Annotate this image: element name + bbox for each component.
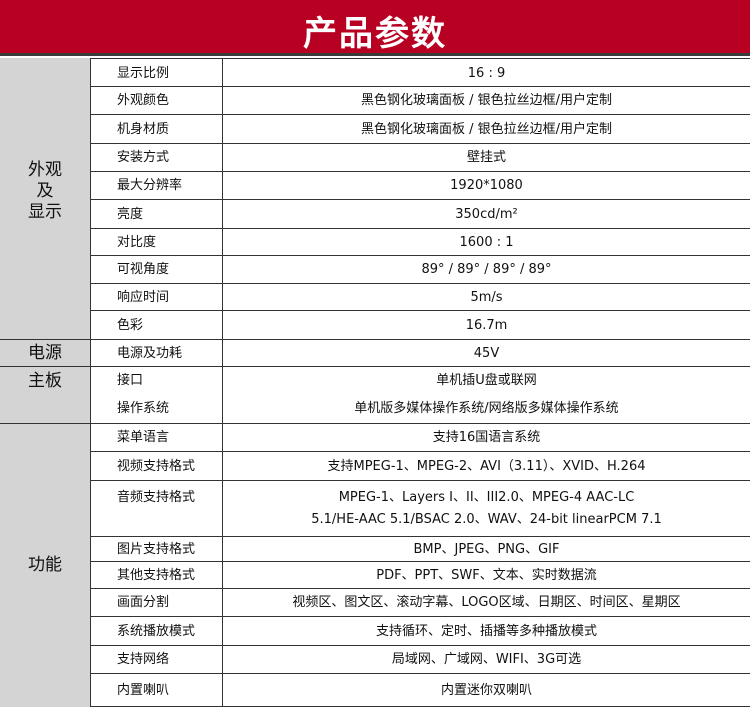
spec-row: 亮度 350cd/m² — [90, 200, 750, 229]
spec-value: 内置迷你双喇叭 — [440, 683, 532, 698]
category-cell: 主板 — [0, 367, 90, 424]
spec-row: 图片支持格式 BMP、JPEG、PNG、GIF — [90, 537, 750, 562]
column-divider — [222, 229, 223, 256]
column-divider — [222, 311, 223, 340]
category-label: 功能 — [28, 555, 62, 575]
spec-row: 显示比例 16 : 9 — [90, 58, 750, 87]
spec-value: BMP、JPEG、PNG、GIF — [413, 542, 560, 557]
spec-label: 对比度 — [117, 235, 157, 250]
category-cell: 外观 及 显示 — [0, 58, 90, 340]
spec-label: 支持网络 — [117, 652, 170, 667]
spec-row: 机身材质 黑色钢化玻璃面板 / 银色拉丝边框/用户定制 — [90, 115, 750, 144]
spec-label: 亮度 — [117, 207, 144, 222]
spec-row: 对比度 1600 : 1 — [90, 229, 750, 256]
spec-row: 系统播放模式 支持循环、定时、插播等多种播放模式 — [90, 617, 750, 646]
spec-label: 内置喇叭 — [117, 683, 170, 698]
column-divider — [222, 172, 223, 200]
column-divider — [222, 481, 223, 537]
spec-value: 1600 : 1 — [459, 235, 514, 250]
spec-row: 外观颜色 黑色钢化玻璃面板 / 银色拉丝边框/用户定制 — [90, 87, 750, 115]
category-label: 电源 — [28, 343, 62, 363]
spec-row: 菜单语言 支持16国语言系统 — [90, 424, 750, 452]
spec-label: 机身材质 — [117, 122, 170, 137]
spec-label: 图片支持格式 — [117, 542, 196, 557]
spec-value: PDF、PPT、SWF、文本、实时数据流 — [376, 568, 597, 583]
spec-value: 局域网、广域网、WIFI、3G可选 — [391, 652, 582, 667]
spec-label: 最大分辨率 — [117, 178, 183, 193]
column-divider — [222, 340, 223, 367]
spec-label: 视频支持格式 — [117, 459, 196, 474]
category-cell: 电源 — [0, 340, 90, 367]
spec-label: 外观颜色 — [117, 93, 170, 108]
spec-value: 89° / 89° / 89° / 89° — [421, 262, 552, 277]
spec-row: 支持网络 局域网、广域网、WIFI、3G可选 — [90, 646, 750, 674]
spec-label: 电源及功耗 — [117, 346, 183, 361]
spec-value: 视频区、图文区、滚动字幕、LOGO区域、日期区、时间区、星期区 — [292, 595, 681, 610]
spec-value: 单机版多媒体操作系统/网络版多媒体操作系统 — [354, 401, 619, 416]
page-title: 产品参数 — [303, 14, 447, 54]
column-divider — [222, 144, 223, 172]
column-divider — [222, 367, 223, 424]
spec-value: 支持16国语言系统 — [432, 430, 541, 445]
category-label: 外观 及 显示 — [28, 159, 62, 222]
spec-value: 支持循环、定时、插播等多种播放模式 — [375, 624, 597, 639]
column-divider — [222, 284, 223, 311]
spec-label: 接口 — [117, 373, 144, 388]
column-divider — [222, 589, 223, 617]
spec-value: 45V — [473, 346, 500, 361]
spec-row: 色彩 16.7m — [90, 311, 750, 340]
column-divider — [222, 115, 223, 144]
column-divider — [222, 256, 223, 284]
column-divider — [222, 452, 223, 481]
header-banner: 产品参数 — [0, 0, 750, 56]
spec-label: 其他支持格式 — [117, 568, 196, 583]
column-divider — [222, 674, 223, 707]
spec-value: 壁挂式 — [466, 150, 506, 165]
spec-value: 单机插U盘或联网 — [436, 373, 537, 388]
spec-row: 最大分辨率 1920*1080 — [90, 172, 750, 200]
category-label: 主板 — [28, 371, 62, 391]
spec-row: 内置喇叭 内置迷你双喇叭 — [90, 674, 750, 707]
column-divider — [222, 87, 223, 115]
spec-value: 5m/s — [470, 290, 503, 305]
spec-row: 响应时间 5m/s — [90, 284, 750, 311]
spec-value: MPEG-1、Layers I、II、III2.0、MPEG-4 AAC-LC — [338, 490, 635, 505]
spec-value: 5.1/HE-AAC 5.1/BSAC 2.0、WAV、24-bit linea… — [311, 512, 662, 527]
spec-value: 支持MPEG-1、MPEG-2、AVI（3.11）、XVID、H.264 — [327, 459, 646, 474]
spec-label: 显示比例 — [117, 66, 170, 81]
column-divider — [222, 200, 223, 229]
column-divider — [222, 59, 223, 87]
spec-value: 黑色钢化玻璃面板 / 银色拉丝边框/用户定制 — [360, 122, 613, 137]
spec-value: 黑色钢化玻璃面板 / 银色拉丝边框/用户定制 — [360, 93, 613, 108]
column-divider — [222, 617, 223, 646]
spec-label: 色彩 — [117, 318, 144, 333]
spec-row: 电源及功耗 45V — [90, 340, 750, 367]
spec-row: 视频支持格式 支持MPEG-1、MPEG-2、AVI（3.11）、XVID、H.2… — [90, 452, 750, 481]
spec-value: 16.7m — [465, 318, 508, 333]
spec-row: 可视角度 89° / 89° / 89° / 89° — [90, 256, 750, 284]
spec-row: 音频支持格式 MPEG-1、Layers I、II、III2.0、MPEG-4 A… — [90, 481, 750, 537]
spec-label: 安装方式 — [117, 150, 170, 165]
category-cell: 功能 — [0, 424, 90, 707]
spec-value: 16 : 9 — [467, 66, 506, 81]
spec-label: 画面分割 — [117, 595, 170, 610]
spec-label: 菜单语言 — [117, 430, 170, 445]
spec-row: 其他支持格式 PDF、PPT、SWF、文本、实时数据流 — [90, 562, 750, 589]
spec-label: 操作系统 — [117, 401, 170, 416]
spec-row: 画面分割 视频区、图文区、滚动字幕、LOGO区域、日期区、时间区、星期区 — [90, 589, 750, 617]
spec-value: 350cd/m² — [455, 207, 518, 222]
column-divider — [222, 537, 223, 562]
spec-value: 1920*1080 — [450, 178, 523, 193]
spec-label: 响应时间 — [117, 290, 170, 305]
column-divider — [222, 646, 223, 674]
spec-label: 音频支持格式 — [117, 490, 196, 505]
spec-row: 接口 单机插U盘或联网操作系统 单机版多媒体操作系统/网络版多媒体操作系统 — [90, 367, 750, 424]
spec-label: 可视角度 — [117, 262, 170, 277]
column-divider — [222, 562, 223, 589]
column-divider — [222, 424, 223, 452]
spec-row: 安装方式 壁挂式 — [90, 144, 750, 172]
spec-label: 系统播放模式 — [117, 624, 196, 639]
